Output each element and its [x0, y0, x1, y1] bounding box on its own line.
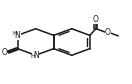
Text: O: O [105, 28, 111, 37]
Text: H: H [12, 31, 17, 36]
Text: O: O [1, 48, 7, 57]
Text: N: N [33, 51, 39, 60]
Text: H: H [30, 54, 35, 59]
Text: O: O [93, 15, 99, 24]
Text: N: N [15, 31, 20, 40]
